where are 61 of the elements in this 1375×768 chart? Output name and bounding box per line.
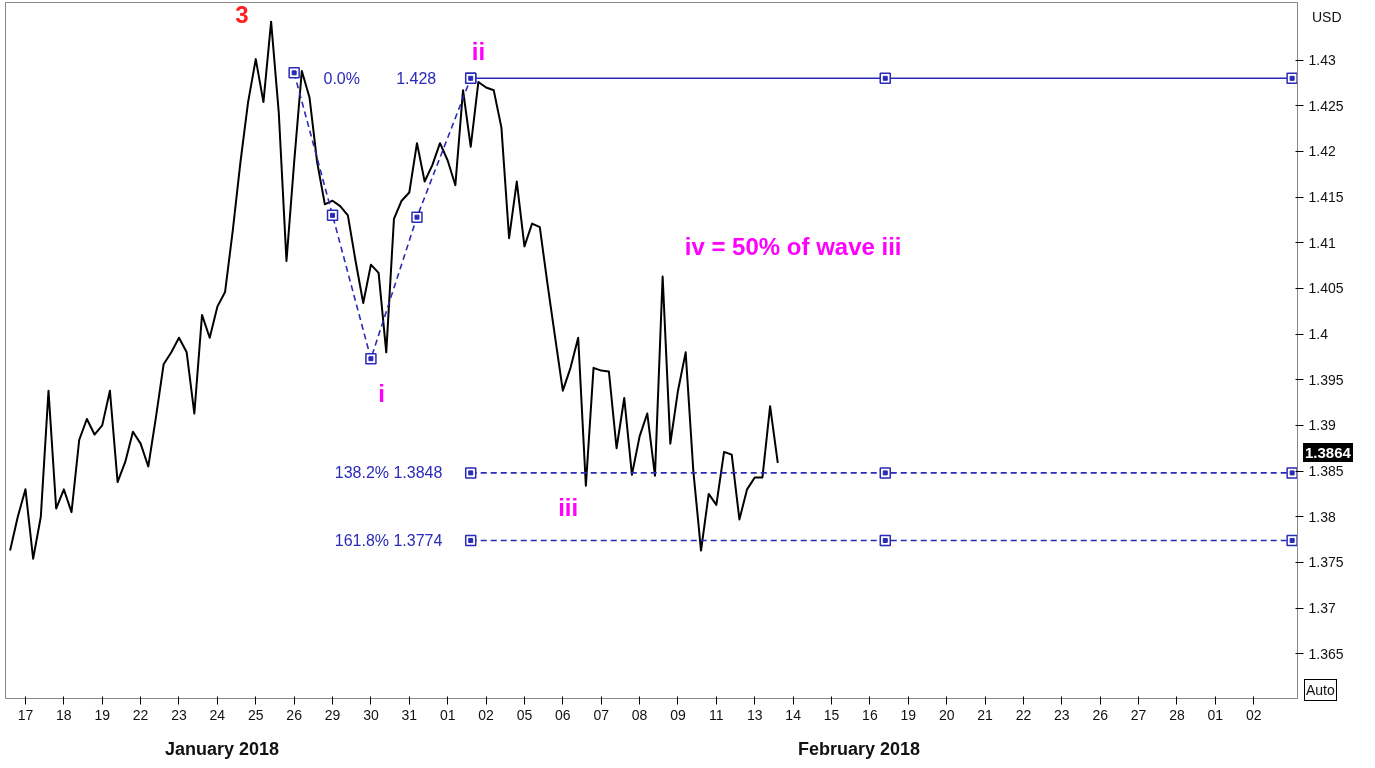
x-tick-label: 17 [17,706,34,723]
x-tick-label: 11 [709,706,724,723]
annotation: 3 [235,0,249,28]
x-tick-label: 21 [977,706,994,723]
annotation: iii [558,494,579,522]
annotation: 161.8% 1.3774 [334,531,443,549]
y-tick-label: 1.405 [1308,280,1344,297]
y-tick-label: 1.42 [1308,143,1336,160]
y-tick-label: 1.41 [1308,234,1336,251]
y-tick-label: 1.415 [1308,189,1344,206]
x-tick-label: 01 [1207,706,1224,723]
x-tick-label: 20 [938,706,955,723]
x-tick-label: 31 [401,706,418,723]
x-tick-label: 27 [1130,706,1147,723]
x-tick-label: 05 [516,706,533,723]
x-tick-label: 26 [286,706,303,723]
annotation: i [378,379,385,407]
y-tick-label: 1.4 [1308,326,1329,343]
y-tick-label: 1.395 [1308,371,1344,388]
x-tick-label: 26 [1092,706,1109,723]
y-tick-label: 1.385 [1308,463,1344,480]
x-tick-label: 07 [593,706,610,723]
x-tick-label: 22 [1015,706,1032,723]
x-tick-label: 06 [555,706,571,723]
x-tick-label: 02 [478,706,495,723]
x-tick-label: 02 [1245,706,1262,723]
x-tick-label: 28 [1169,706,1185,723]
x-tick-label: 19 [94,706,111,723]
y-tick-label: 1.365 [1308,645,1344,662]
text: 1.3864 [1305,443,1351,462]
annotation: 1.428 [396,70,437,88]
x-tick-label: 09 [670,706,686,723]
x-tick-label: 13 [746,706,763,723]
x-tick-label: 29 [324,706,341,723]
y-tick-label: 1.39 [1308,417,1336,434]
annotation: ii [471,38,486,66]
y-tick-label: 1.375 [1308,554,1344,571]
x-tick-label: 30 [363,706,379,723]
y-axis-title: USD [1312,8,1342,27]
x-tick-label: 19 [900,706,917,723]
annotation: 138.2% 1.3848 [334,464,443,482]
x-tick-label: 22 [132,706,149,723]
text: January 2018 [164,738,280,761]
text: Auto [1306,680,1335,700]
x-tick-label: 14 [785,706,802,723]
y-tick-label: 1.425 [1308,97,1344,114]
x-tick-label: 15 [823,706,840,723]
x-tick-label: 23 [1054,706,1070,723]
x-tick-label: 08 [631,706,648,723]
annotation: 0.0% [323,69,360,87]
x-tick-label: 01 [439,706,456,723]
text: February 2018 [797,738,921,761]
annotation: iv = 50% of wave iii [684,232,902,260]
x-tick-label: 16 [862,706,878,723]
x-tick-label: 24 [209,706,226,723]
x-tick-label: 18 [56,706,72,723]
y-tick-label: 1.43 [1308,52,1336,69]
y-tick-label: 1.37 [1308,600,1336,617]
x-tick-label: 23 [171,706,187,723]
x-tick-label: 25 [247,706,264,723]
y-tick-label: 1.38 [1308,508,1336,525]
